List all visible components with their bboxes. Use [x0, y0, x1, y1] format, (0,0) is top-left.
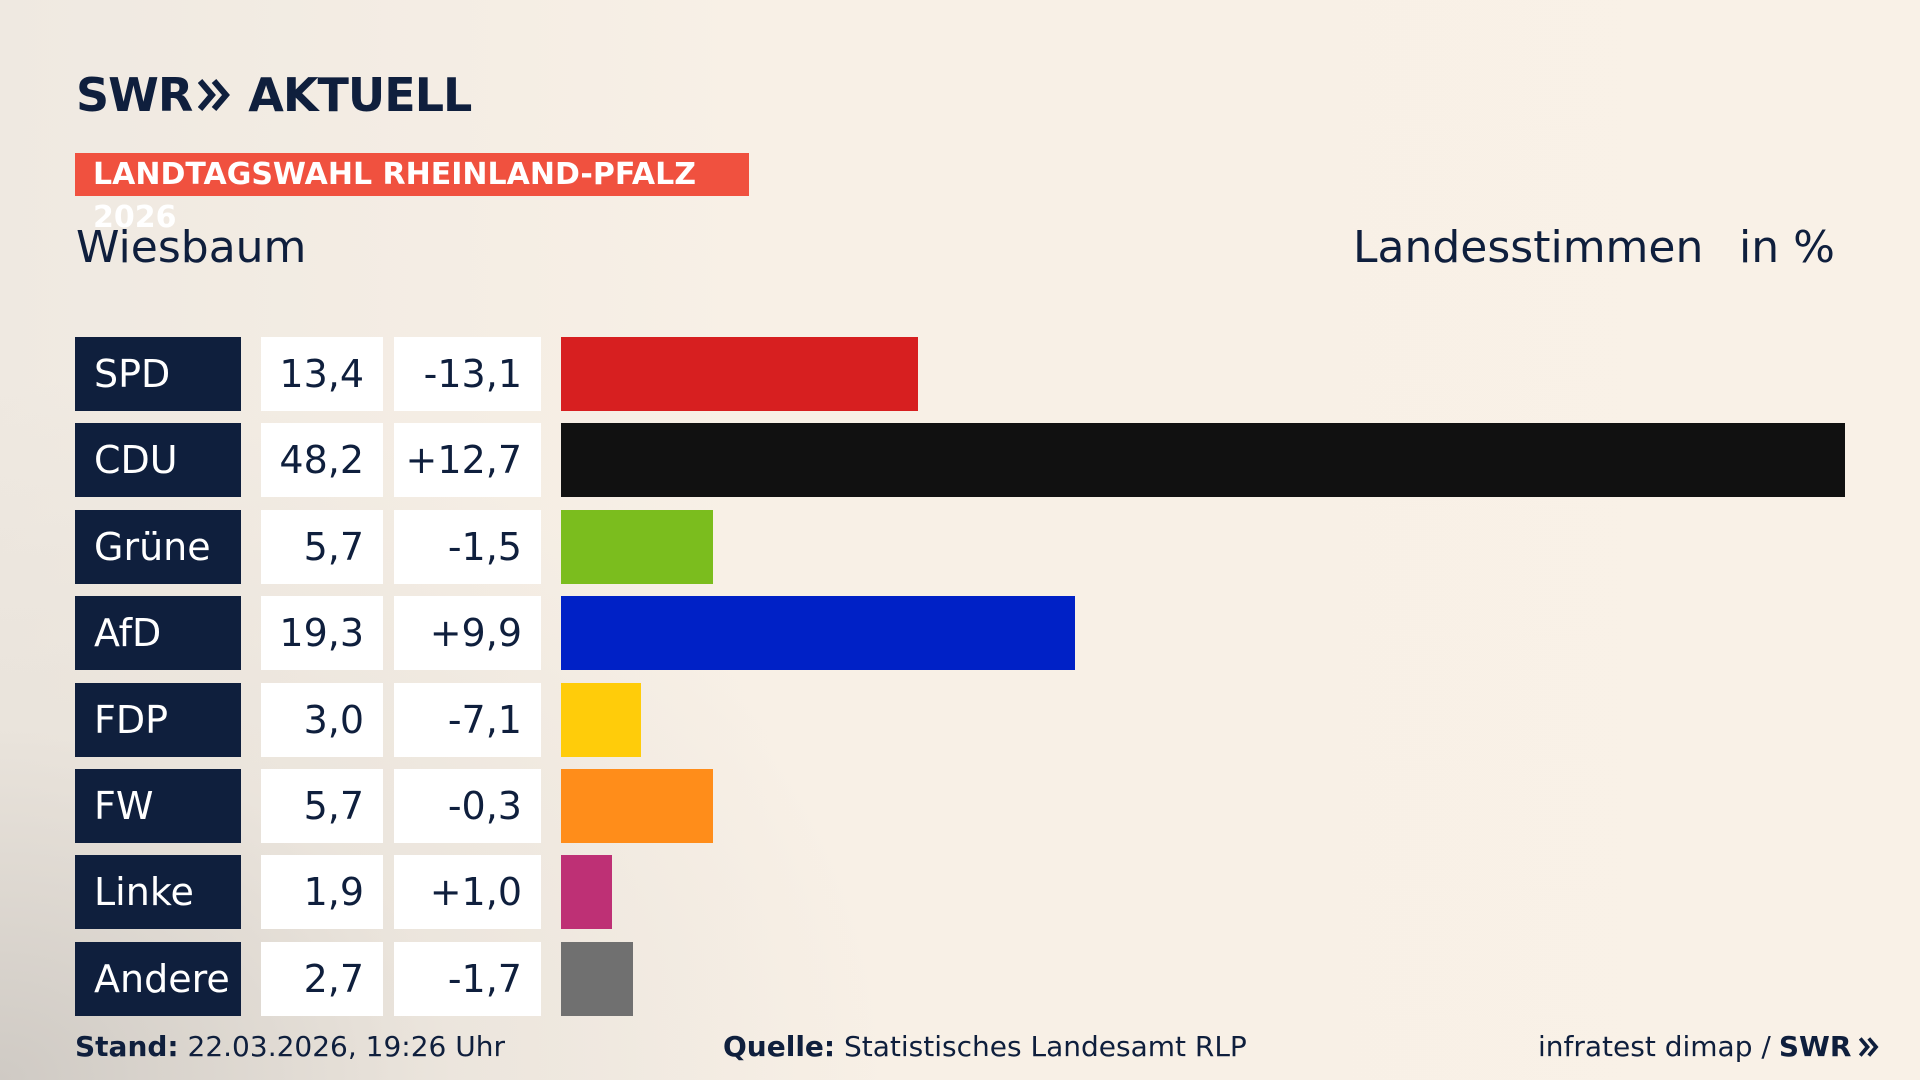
bar	[561, 596, 1076, 671]
value-label: 13,4	[261, 337, 383, 411]
bar	[561, 423, 1845, 498]
source-label: Quelle:	[723, 1030, 836, 1063]
bar	[561, 855, 612, 930]
credit: infratest dimap /	[1538, 1030, 1771, 1063]
source: Statistisches Landesamt RLP	[844, 1030, 1247, 1063]
measure: Landesstimmen	[1353, 222, 1704, 273]
credit-logo: SWR	[1778, 1030, 1852, 1063]
party-label: Andere	[75, 941, 241, 1016]
value-label: 3,0	[261, 682, 383, 757]
brand-suffix: AKTUELL	[248, 68, 472, 122]
party-label: FDP	[75, 682, 241, 757]
party-label: FW	[75, 769, 241, 843]
value-label: 48,2	[261, 423, 383, 498]
unit: in %	[1739, 222, 1835, 273]
party-label: Grüne	[75, 509, 241, 584]
date-line: Stand: 22.03.2026, 19:26 Uhr	[75, 1030, 505, 1063]
change-label: -1,7	[394, 941, 541, 1016]
location: Wiesbaum	[76, 222, 307, 273]
party-label: SPD	[75, 337, 241, 411]
bar	[561, 769, 713, 843]
source-line: Quelle: Statistisches Landesamt RLP	[723, 1030, 1247, 1063]
change-label: -0,3	[394, 769, 541, 843]
chevrons	[198, 79, 231, 111]
value-label: 19,3	[261, 596, 383, 671]
change-label: +12,7	[394, 423, 541, 498]
bar	[561, 682, 641, 757]
bar	[561, 941, 633, 1016]
date: 22.03.2026, 19:26 Uhr	[187, 1030, 505, 1063]
credit-line: infratest dimap / SWR	[1538, 1030, 1881, 1063]
value-label: 5,7	[261, 509, 383, 584]
logo: SWR AKTUELL	[76, 68, 472, 122]
party-label: AfD	[75, 596, 241, 671]
party-label: CDU	[75, 423, 241, 498]
change-label: +1,0	[394, 855, 541, 930]
bar	[561, 337, 918, 411]
value-label: 1,9	[261, 855, 383, 930]
date-label: Stand:	[75, 1030, 179, 1063]
change-label: -1,5	[394, 509, 541, 584]
change-label: -13,1	[394, 337, 541, 411]
chevrons	[1859, 1036, 1879, 1057]
change-label: -7,1	[394, 682, 541, 757]
party-label: Linke	[75, 855, 241, 930]
banner: LANDTAGSWAHL RHEINLAND-PFALZ 2026	[75, 153, 749, 235]
brand: SWR	[76, 68, 193, 122]
value-label: 5,7	[261, 769, 383, 843]
change-label: +9,9	[394, 596, 541, 671]
bar	[561, 509, 713, 584]
value-label: 2,7	[261, 941, 383, 1016]
